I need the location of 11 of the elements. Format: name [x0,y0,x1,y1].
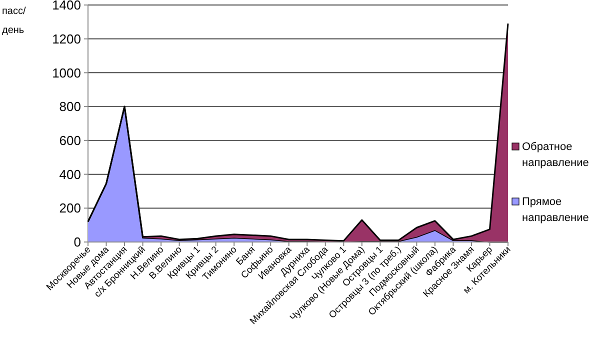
y-tick-label: 400 [59,166,81,182]
y-tick-label: 1000 [52,65,81,80]
y-tick-label: 1200 [52,31,81,46]
y-tick-label: 1400 [52,0,81,13]
y-tick-label: 200 [59,200,81,216]
y-tick-label: 600 [59,132,81,148]
legend-label: Прямое направление [522,196,589,224]
legend-label: Обратное направление [522,141,589,169]
y-tick-label: 800 [59,99,81,114]
y-axis-title: пасс/ день [2,6,26,36]
y-tick-label: 0 [74,234,81,250]
